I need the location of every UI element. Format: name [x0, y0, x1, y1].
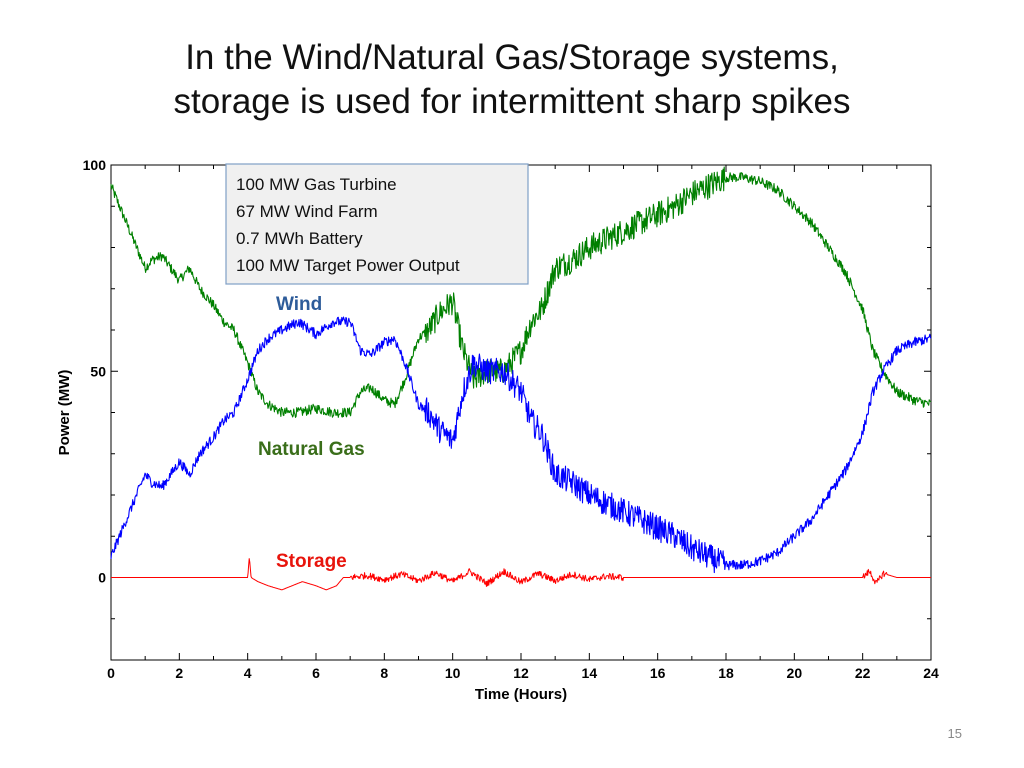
x-tick-label: 22	[855, 665, 871, 681]
x-tick-label: 18	[718, 665, 734, 681]
x-tick-label: 12	[513, 665, 529, 681]
info-box	[225, 163, 529, 285]
storage-series-label: Storage	[276, 551, 347, 572]
x-tick-label: 24	[923, 665, 939, 681]
natural-gas-series-label: Natural Gas	[258, 439, 365, 460]
x-tick-label: 20	[787, 665, 803, 681]
x-tick-label: 8	[380, 665, 388, 681]
info-box-line: 67 MW Wind Farm	[236, 202, 378, 221]
x-tick-label: 6	[312, 665, 320, 681]
slide-title: In the Wind/Natural Gas/Storage systems,…	[0, 36, 1024, 124]
info-box-line: 100 MW Gas Turbine	[236, 175, 397, 194]
slide-title-line-2: storage is used for intermittent sharp s…	[173, 82, 851, 121]
x-tick-label: 16	[650, 665, 666, 681]
chart-series	[110, 166, 932, 591]
chart-overlays: 100 MW Gas Turbine 67 MW Wind Farm 0.7 MWh…	[225, 163, 529, 572]
wind-series-line	[110, 316, 932, 574]
y-tick-label: 0	[98, 570, 106, 586]
x-tick-label: 0	[107, 665, 115, 681]
x-tick-label: 10	[445, 665, 461, 681]
x-tick-label: 14	[582, 665, 598, 681]
page-number: 15	[947, 726, 962, 741]
y-tick-label: 100	[83, 157, 107, 173]
x-axis-title: Time (Hours)	[475, 686, 567, 703]
x-tick-label: 2	[175, 665, 183, 681]
info-box-line: 100 MW Target Power Output	[236, 256, 460, 275]
slide-title-line-1: In the Wind/Natural Gas/Storage systems,	[185, 38, 839, 77]
wind-series-label: Wind	[276, 294, 322, 315]
storage-series-line	[111, 558, 931, 591]
y-axis-title: Power (MW)	[56, 370, 73, 456]
x-tick-label: 4	[244, 665, 252, 681]
y-tick-label: 50	[90, 363, 106, 379]
info-box-line: 0.7 MWh Battery	[236, 229, 363, 248]
natural-gas-series-line	[110, 166, 932, 418]
